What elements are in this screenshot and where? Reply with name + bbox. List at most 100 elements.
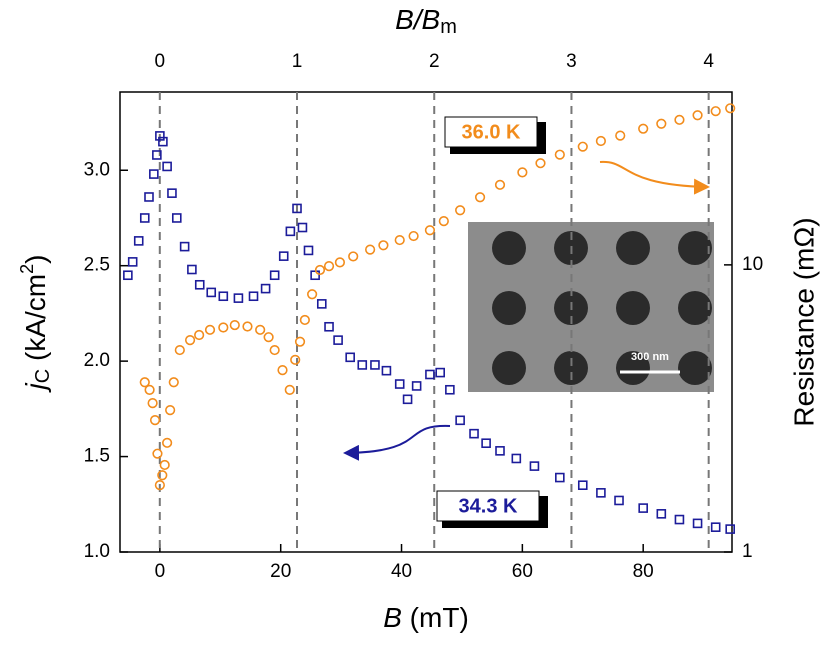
data-point (307, 289, 318, 300)
data-point (194, 279, 205, 290)
data-point (284, 384, 295, 395)
data-point (174, 344, 185, 356)
y2-tick-label: 10 (742, 254, 763, 275)
data-point (725, 103, 736, 114)
x2-axis-label: B/Bm (395, 4, 457, 38)
x-tick-label: 0 (155, 561, 166, 582)
inset: 300 nm (468, 222, 714, 392)
data-point (378, 240, 389, 251)
data-point (529, 461, 540, 471)
data-point (555, 472, 565, 483)
annotation: 34.3 K (459, 495, 518, 517)
y-tick-label: 1.5 (84, 446, 110, 467)
data-point (187, 264, 197, 275)
data-point (260, 283, 271, 294)
y-tick-label: 3.0 (84, 159, 110, 180)
data-point (255, 324, 266, 335)
y-label-rest: (kA/cm (20, 274, 51, 369)
x-tick-label: 20 (270, 561, 291, 582)
data-point (595, 135, 607, 147)
data-point (242, 321, 253, 332)
data-point (710, 106, 721, 117)
data-point (248, 291, 259, 302)
data-point (278, 251, 289, 261)
y-tick-label: 1.0 (84, 541, 110, 562)
data-point (152, 448, 163, 459)
data-point (554, 149, 565, 160)
data-point (469, 428, 479, 439)
data-point (435, 367, 445, 378)
y-label-sup: 2 (17, 264, 37, 274)
data-point (277, 365, 288, 376)
data-point (725, 524, 735, 534)
data-point (370, 360, 380, 370)
data-point (155, 131, 165, 141)
data-point (154, 479, 165, 491)
data-point (269, 344, 280, 356)
data-point (310, 270, 320, 281)
y-label-end: ) (20, 255, 51, 264)
data-point (692, 110, 703, 121)
data-point (494, 179, 506, 190)
data-point (674, 514, 685, 525)
data-point (438, 216, 449, 227)
data-point (314, 264, 326, 276)
data-point (495, 446, 505, 456)
data-point (323, 261, 335, 272)
data-point (638, 503, 648, 513)
data-point (152, 150, 162, 160)
data-point (133, 236, 144, 246)
data-point (123, 270, 133, 281)
data-point (614, 495, 624, 506)
data-point (157, 470, 168, 481)
data-point (656, 509, 667, 519)
data-point (334, 257, 346, 268)
x-tick-label: 60 (512, 561, 533, 582)
data-point (394, 234, 405, 246)
x-axis-label: B (mT) (383, 602, 469, 633)
data-point (158, 136, 168, 147)
data-point (218, 291, 229, 302)
data-point (206, 287, 217, 298)
data-point (127, 257, 138, 267)
data-point (656, 118, 667, 129)
data-point (365, 244, 376, 255)
data-point (171, 213, 182, 223)
data-point (165, 405, 176, 416)
data-point (381, 365, 392, 376)
data-point (269, 270, 280, 281)
plot-frame (119, 91, 733, 553)
data-point (299, 314, 310, 326)
data-point (218, 322, 229, 333)
x-tick-label: 80 (633, 561, 654, 582)
data-point (147, 398, 158, 409)
data-point (139, 213, 150, 223)
y-label-sub: C (32, 369, 54, 383)
data-point (292, 203, 302, 214)
data-point (324, 321, 334, 332)
y2-axis-label: Resistance (mΩ) (788, 217, 819, 426)
data-point (297, 222, 308, 233)
data-point (162, 437, 173, 448)
data-point (535, 158, 546, 169)
x2-tick-label: 1 (292, 51, 303, 72)
data-point (204, 324, 216, 335)
y-tick-label: 2.0 (84, 350, 110, 371)
data-point (233, 293, 244, 303)
x2-tick-label: 4 (703, 51, 714, 72)
data-point (194, 329, 205, 341)
data-point (411, 381, 422, 391)
data-point (408, 230, 419, 242)
x2-tick-label: 0 (155, 51, 166, 72)
data-point (159, 459, 170, 471)
x-label-rest: (mT) (402, 602, 469, 633)
data-point (168, 377, 179, 388)
annotation: 36.0 K (462, 121, 521, 143)
data-point (692, 518, 703, 529)
scale-bar-label: 300 nm (631, 351, 669, 363)
data-point (474, 192, 486, 203)
data-point (149, 414, 161, 426)
data-point (481, 438, 491, 449)
data-point (263, 332, 274, 343)
